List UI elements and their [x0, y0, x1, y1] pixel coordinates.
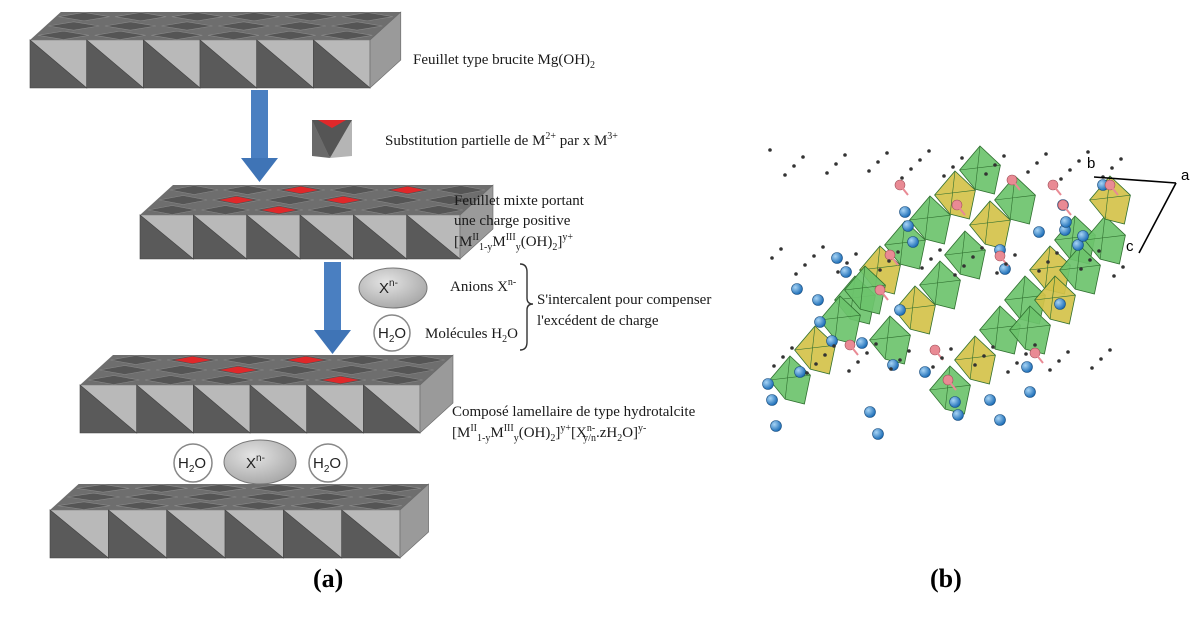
axis-c-label: c [1126, 238, 1134, 255]
hydrotalcite-label: Composé lamellaire de type hydrotalcite [452, 404, 696, 420]
axis-a-label: a [1181, 167, 1190, 184]
anion-oval: Xn- [358, 267, 428, 309]
hydrotalcite-crystal-structure [762, 145, 1131, 440]
intercalation-label-1: S'intercalent pour compenser [537, 292, 711, 308]
brucite-layer-label: Feuillet type brucite Mg(OH)2 [413, 52, 595, 71]
panel-a: Feuillet type brucite Mg(OH)2 Substituti… [29, 11, 711, 593]
arrow-down-2 [314, 262, 351, 354]
caption-b: (b) [930, 564, 962, 593]
caption-a: (a) [313, 564, 343, 593]
mixed-layer-label-2: une charge positive [454, 213, 571, 229]
panel-b: b a c (b) [762, 145, 1190, 593]
unit-cell-axes: b a c [1087, 155, 1190, 255]
mixed-layer-label-1: Feuillet mixte portant [454, 193, 585, 209]
svg-text:Xn-: Xn- [246, 453, 265, 472]
svg-text:H2O: H2O [178, 455, 206, 475]
anions-label: Anions Xn- [450, 277, 516, 295]
water-molecules-label: Molécules H2O [425, 326, 518, 345]
substituted-octahedron-icon [312, 120, 352, 158]
hydrotalcite-formula: [MII1-yMIIIy(OH)2]y+[Xn-y/n.zH2O]y- [452, 423, 646, 444]
mixed-layer-formula: [MII1-yMIIIy(OH)2]y+ [454, 232, 573, 253]
curly-brace [519, 263, 534, 351]
svg-text:H2O: H2O [378, 325, 406, 345]
substitution-label: Substitution partielle de M2+ par x M3+ [385, 131, 618, 149]
svg-text:H2O: H2O [313, 455, 341, 475]
interlayer-water-right: H2O [308, 443, 348, 483]
arrow-down-1 [241, 90, 278, 182]
intercalation-label-2: l'excédent de charge [537, 313, 659, 329]
brucite-layer [29, 11, 402, 89]
interlayer-water-left: H2O [173, 443, 213, 483]
water-molecule-circle: H2O [373, 314, 411, 352]
hydrotalcite-top-layer [79, 354, 454, 434]
hydrotalcite-bottom-layer [49, 483, 429, 559]
interlayer-anion: Xn- [223, 439, 297, 485]
svg-text:Xn-: Xn- [379, 278, 398, 297]
axis-b-label: b [1087, 155, 1095, 172]
mixed-layer [139, 184, 494, 260]
